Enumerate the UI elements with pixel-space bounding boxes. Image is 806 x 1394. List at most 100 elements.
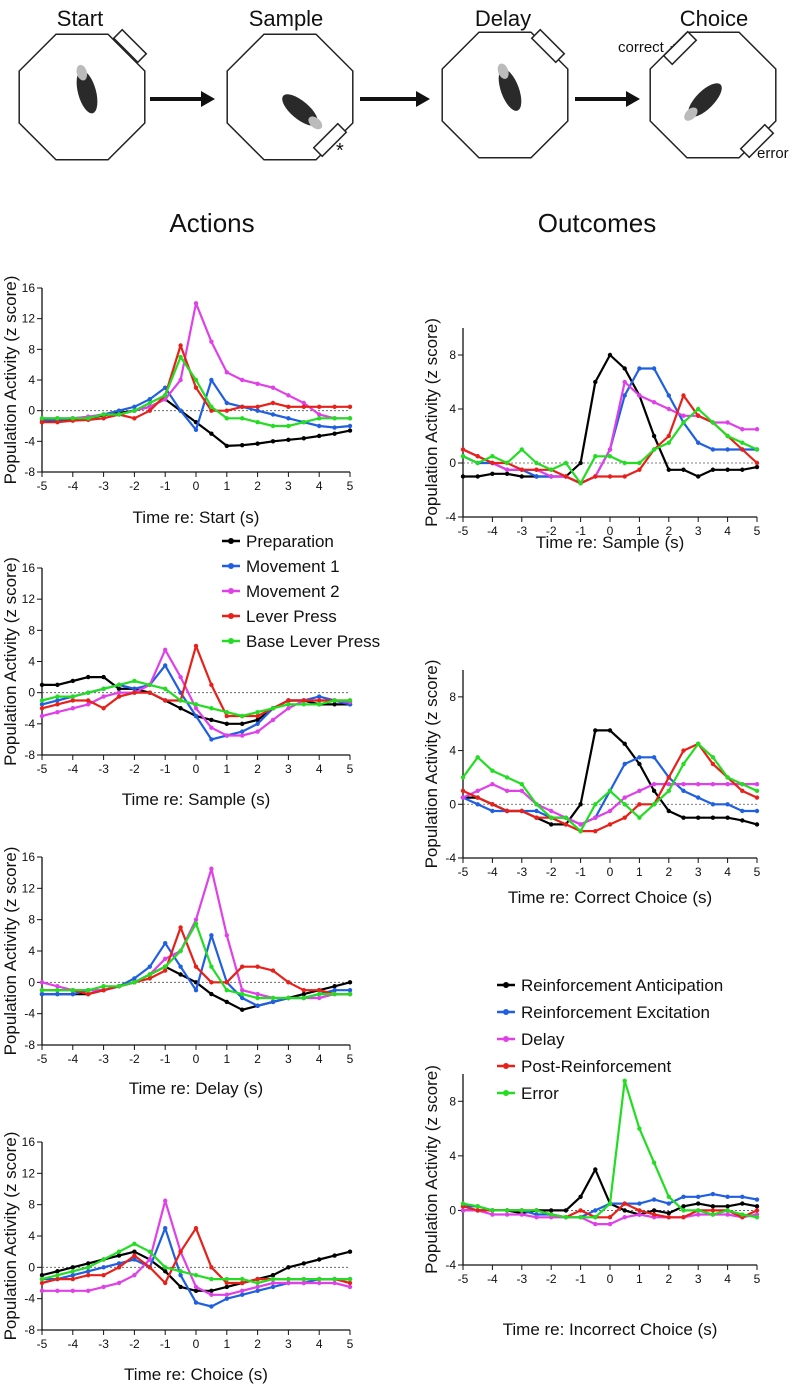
x-tick-label: -3 [98, 762, 109, 776]
data-point [255, 1284, 260, 1290]
data-point [475, 460, 480, 466]
data-point [622, 741, 627, 747]
data-point [193, 1288, 199, 1294]
data-point [193, 301, 199, 306]
data-point [193, 385, 199, 390]
data-point [347, 1284, 353, 1290]
x-tick-label: 4 [724, 865, 731, 879]
data-point [163, 647, 168, 653]
data-point [563, 1215, 569, 1220]
data-point [504, 467, 510, 472]
data-point [519, 447, 524, 452]
data-point [86, 698, 91, 703]
x-axis-title: Time re: Choice (s) [124, 1365, 268, 1384]
data-point [286, 980, 291, 985]
data-point [475, 454, 480, 459]
x-tick-label: 2 [254, 479, 261, 493]
data-point [101, 706, 106, 711]
x-tick-label: 5 [347, 479, 354, 493]
data-point [301, 987, 306, 993]
y-tick-label: 8 [449, 690, 456, 704]
data-point [754, 788, 760, 794]
data-point [55, 987, 60, 993]
data-point [710, 761, 716, 767]
column-heading: Outcomes [538, 208, 657, 238]
data-point [534, 815, 539, 820]
y-tick-label: 8 [28, 342, 35, 356]
x-tick-label: 0 [193, 1052, 200, 1066]
y-axis-title: Population Activity (z score) [1, 1132, 20, 1341]
data-point [147, 1257, 152, 1262]
data-point [519, 474, 524, 479]
data-point [240, 964, 245, 969]
x-tick-label: -1 [160, 479, 171, 493]
x-tick-label: 1 [636, 865, 643, 879]
data-point [240, 404, 245, 410]
data-point [240, 733, 245, 738]
data-point [132, 980, 137, 985]
x-tick-label: 0 [607, 865, 614, 879]
data-point [347, 1249, 353, 1254]
y-tick-label: 16 [22, 281, 36, 295]
data-point [332, 984, 337, 989]
data-point [178, 706, 183, 711]
data-point [563, 822, 569, 827]
data-point [725, 447, 730, 452]
data-point [490, 454, 495, 459]
y-tick-label: 4 [28, 944, 35, 958]
data-point [86, 991, 91, 997]
legend-dot [228, 563, 234, 569]
data-point [710, 755, 716, 760]
data-point [39, 980, 45, 985]
data-point [740, 440, 745, 445]
data-point [255, 1280, 260, 1286]
data-point [347, 991, 353, 997]
stage-label: Choice [680, 6, 748, 31]
data-point [255, 995, 260, 1001]
lever [312, 122, 348, 158]
data-point [681, 815, 686, 820]
data-point [193, 921, 199, 926]
data-point [178, 925, 183, 930]
x-tick-label: -2 [129, 762, 140, 776]
data-point [696, 413, 701, 418]
data-point [209, 737, 214, 742]
data-point [163, 940, 168, 946]
data-point [301, 404, 306, 410]
x-tick-label: -1 [575, 1272, 586, 1286]
data-point [475, 755, 480, 760]
data-point [725, 781, 730, 787]
x-tick-label: -5 [37, 1052, 48, 1066]
stage-label: Start [57, 6, 103, 31]
data-point [224, 709, 229, 715]
data-point [725, 433, 730, 439]
data-point [534, 802, 539, 807]
data-point [163, 1280, 168, 1286]
data-point [240, 442, 245, 448]
data-point [86, 416, 91, 421]
data-point [240, 991, 245, 997]
data-point [549, 822, 554, 827]
data-point [286, 1280, 291, 1286]
x-tick-label: -1 [575, 524, 586, 538]
data-point [255, 964, 260, 969]
x-tick-label: 2 [254, 1337, 261, 1351]
data-point [549, 1212, 554, 1217]
x-tick-label: 4 [724, 1272, 731, 1286]
data-point [622, 474, 627, 479]
y-tick-label: 4 [28, 373, 35, 387]
data-point [55, 1269, 60, 1274]
data-point [209, 339, 214, 344]
data-point [209, 725, 214, 730]
data-point [332, 425, 337, 430]
data-point [347, 404, 353, 410]
series-line [462, 367, 757, 485]
data-point [132, 976, 137, 981]
data-point [209, 1265, 214, 1270]
data-point [490, 1208, 495, 1213]
data-point [607, 788, 613, 794]
y-tick-label: 8 [449, 1094, 456, 1108]
data-point [578, 822, 583, 827]
data-point [347, 987, 353, 993]
